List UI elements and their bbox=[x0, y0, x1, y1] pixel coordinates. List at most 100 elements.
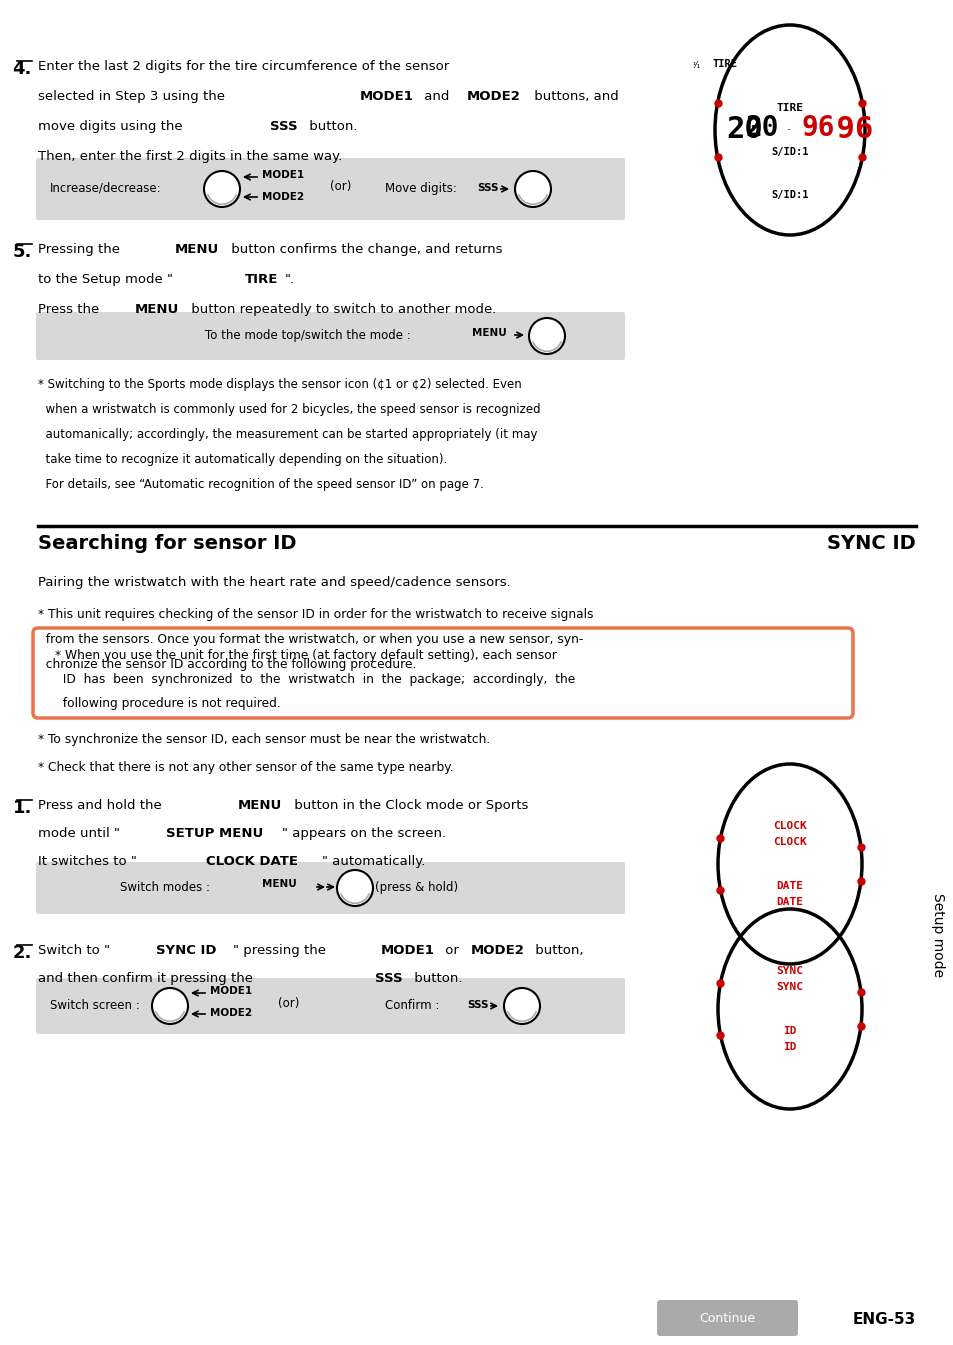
Text: Pressing the: Pressing the bbox=[38, 243, 124, 256]
Text: MODE1: MODE1 bbox=[262, 169, 304, 180]
Text: " appears on the screen.: " appears on the screen. bbox=[282, 827, 446, 841]
Text: SYNC: SYNC bbox=[776, 966, 802, 976]
FancyBboxPatch shape bbox=[36, 862, 624, 915]
Text: button confirms the change, and returns: button confirms the change, and returns bbox=[227, 243, 502, 256]
Text: Increase/decrease:: Increase/decrease: bbox=[50, 182, 161, 195]
Text: For details, see “Automatic recognition of the speed sensor ID” on page 7.: For details, see “Automatic recognition … bbox=[38, 477, 483, 491]
Text: TIRE: TIRE bbox=[712, 59, 737, 69]
Text: CLOCK: CLOCK bbox=[772, 820, 806, 831]
Text: * Check that there is not any other sensor of the same type nearby.: * Check that there is not any other sens… bbox=[38, 761, 453, 773]
Text: DATE: DATE bbox=[776, 881, 802, 890]
Text: MODE1: MODE1 bbox=[380, 944, 435, 958]
Text: (press & hold): (press & hold) bbox=[375, 881, 457, 893]
Text: 5.: 5. bbox=[12, 243, 32, 261]
Circle shape bbox=[152, 989, 188, 1024]
FancyBboxPatch shape bbox=[36, 312, 624, 360]
Text: MENU: MENU bbox=[472, 328, 506, 338]
Text: ID: ID bbox=[782, 1042, 796, 1052]
Text: MODE2: MODE2 bbox=[467, 90, 520, 104]
Text: take time to recognize it automatically depending on the situation).: take time to recognize it automatically … bbox=[38, 453, 447, 465]
Text: button,: button, bbox=[531, 944, 583, 958]
Text: SSS: SSS bbox=[270, 120, 297, 133]
Text: to the Setup mode ": to the Setup mode " bbox=[38, 273, 172, 286]
Text: Press the: Press the bbox=[38, 303, 103, 316]
Text: SSS: SSS bbox=[476, 183, 498, 192]
Text: Switch to ": Switch to " bbox=[38, 944, 110, 958]
Text: Setup mode: Setup mode bbox=[930, 893, 944, 978]
Text: (or): (or) bbox=[330, 179, 351, 192]
Text: 96: 96 bbox=[762, 116, 872, 144]
Text: SYNC ID: SYNC ID bbox=[156, 944, 216, 958]
Text: Confirm :: Confirm : bbox=[385, 998, 439, 1011]
Circle shape bbox=[503, 989, 539, 1024]
Circle shape bbox=[204, 171, 240, 207]
Text: SYNC: SYNC bbox=[776, 982, 802, 993]
Text: S/ID:1: S/ID:1 bbox=[770, 147, 808, 157]
Text: ID: ID bbox=[782, 1026, 796, 1036]
Circle shape bbox=[336, 870, 373, 907]
Text: button.: button. bbox=[410, 972, 462, 985]
Text: It switches to ": It switches to " bbox=[38, 855, 136, 868]
Text: CLOCK: CLOCK bbox=[772, 837, 806, 847]
Text: move digits using the: move digits using the bbox=[38, 120, 187, 133]
Text: " automatically.: " automatically. bbox=[322, 855, 425, 868]
Text: MENU: MENU bbox=[237, 799, 282, 812]
FancyBboxPatch shape bbox=[36, 157, 624, 221]
Text: 2.: 2. bbox=[12, 944, 32, 962]
Text: TIRE: TIRE bbox=[776, 104, 802, 113]
Text: SETUP MENU: SETUP MENU bbox=[166, 827, 263, 841]
Text: from the sensors. Once you format the wristwatch, or when you use a new sensor, : from the sensors. Once you format the wr… bbox=[38, 633, 583, 646]
Text: ¹⁄₁: ¹⁄₁ bbox=[691, 61, 700, 70]
Text: 1.: 1. bbox=[12, 799, 32, 816]
Text: selected in Step 3 using the: selected in Step 3 using the bbox=[38, 90, 229, 104]
Text: MODE2: MODE2 bbox=[210, 1007, 252, 1018]
Text: 4.: 4. bbox=[12, 61, 32, 78]
Text: and then confirm it pressing the: and then confirm it pressing the bbox=[38, 972, 257, 985]
Text: MENU: MENU bbox=[135, 303, 179, 316]
Circle shape bbox=[515, 171, 551, 207]
Text: CLOCK DATE: CLOCK DATE bbox=[206, 855, 297, 868]
Text: SSS: SSS bbox=[467, 999, 488, 1010]
Text: S/ID:1: S/ID:1 bbox=[770, 190, 808, 200]
Text: ID  has  been  synchronized  to  the  wristwatch  in  the  package;  accordingly: ID has been synchronized to the wristwat… bbox=[55, 672, 575, 686]
Text: * Switching to the Sports mode displays the sensor icon (¢1 or ¢2) selected. Eve: * Switching to the Sports mode displays … bbox=[38, 378, 521, 391]
Text: (or): (or) bbox=[277, 997, 299, 1010]
Text: Continue: Continue bbox=[699, 1313, 755, 1326]
Text: button repeatedly to switch to another mode.: button repeatedly to switch to another m… bbox=[187, 303, 496, 316]
Text: when a wristwatch is commonly used for 2 bicycles, the speed sensor is recognize: when a wristwatch is commonly used for 2… bbox=[38, 404, 540, 416]
Text: ".: ". bbox=[285, 273, 294, 286]
Text: TIRE: TIRE bbox=[245, 273, 278, 286]
Text: ENG-53: ENG-53 bbox=[852, 1311, 915, 1326]
Text: MODE2: MODE2 bbox=[262, 192, 304, 202]
Text: Then, enter the first 2 digits in the same way.: Then, enter the first 2 digits in the sa… bbox=[38, 151, 342, 163]
Text: * This unit requires checking of the sensor ID in order for the wristwatch to re: * This unit requires checking of the sen… bbox=[38, 608, 593, 621]
Circle shape bbox=[529, 317, 564, 354]
Text: 96: 96 bbox=[801, 114, 834, 143]
Text: chronize the sensor ID according to the following procedure.: chronize the sensor ID according to the … bbox=[38, 658, 416, 671]
Text: or: or bbox=[440, 944, 462, 958]
Text: following procedure is not required.: following procedure is not required. bbox=[55, 697, 280, 710]
Text: * When you use the unit for the first time (at factory default setting), each se: * When you use the unit for the first ti… bbox=[55, 650, 557, 662]
Text: DATE: DATE bbox=[776, 897, 802, 907]
Text: SSS: SSS bbox=[375, 972, 402, 985]
Text: automanically; accordingly, the measurement can be started appropriately (it may: automanically; accordingly, the measurem… bbox=[38, 428, 537, 441]
Text: * To synchronize the sensor ID, each sensor must be near the wristwatch.: * To synchronize the sensor ID, each sen… bbox=[38, 733, 490, 746]
Text: 20: 20 bbox=[725, 116, 762, 144]
Text: MENU: MENU bbox=[174, 243, 219, 256]
Text: Enter the last 2 digits for the tire circumference of the sensor: Enter the last 2 digits for the tire cir… bbox=[38, 61, 449, 73]
Text: MODE1: MODE1 bbox=[359, 90, 414, 104]
FancyBboxPatch shape bbox=[33, 628, 852, 718]
Text: Press and hold the: Press and hold the bbox=[38, 799, 166, 812]
Text: and: and bbox=[419, 90, 453, 104]
Text: button in the Clock mode or Sports: button in the Clock mode or Sports bbox=[290, 799, 528, 812]
Text: Switch modes :: Switch modes : bbox=[120, 881, 210, 893]
Text: " pressing the: " pressing the bbox=[233, 944, 330, 958]
Text: Switch screen :: Switch screen : bbox=[50, 998, 139, 1011]
FancyBboxPatch shape bbox=[657, 1301, 797, 1336]
Text: SYNC ID: SYNC ID bbox=[826, 534, 915, 553]
FancyBboxPatch shape bbox=[36, 978, 624, 1034]
Text: Move digits:: Move digits: bbox=[385, 182, 456, 195]
Text: MODE1: MODE1 bbox=[210, 986, 252, 997]
Text: MODE2: MODE2 bbox=[471, 944, 524, 958]
Text: buttons, and: buttons, and bbox=[530, 90, 618, 104]
